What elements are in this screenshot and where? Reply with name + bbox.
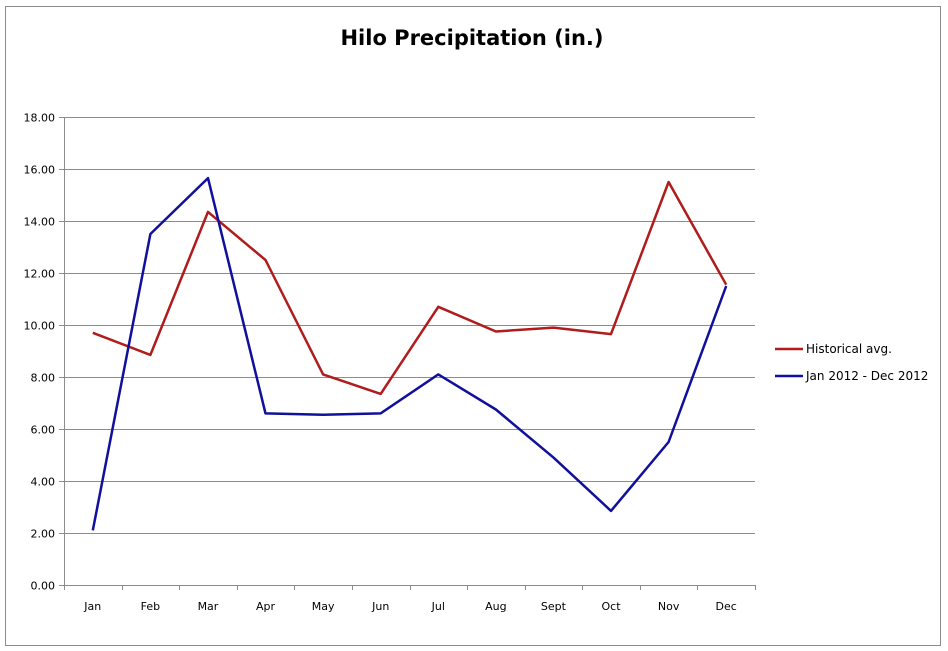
y-tick-labels: 0.00 2.00 4.00 6.00 8.00 10.00 12.00 14.00 16.00… bbox=[24, 112, 56, 593]
series-line-2 bbox=[91, 176, 728, 531]
legend-label: Jan 2012 - Dec 2012 bbox=[805, 369, 928, 383]
x-tick-label: May bbox=[312, 600, 335, 613]
x-tick-label: Dec bbox=[716, 600, 737, 613]
x-tick-label: Nov bbox=[658, 600, 680, 613]
chart-title: Hilo Precipitation (in.) bbox=[340, 26, 603, 50]
y-tick-label: 14.00 bbox=[24, 216, 56, 229]
y-tick-label: 18.00 bbox=[24, 112, 56, 125]
x-tick-label: Jun bbox=[371, 600, 389, 613]
series-line-1 bbox=[92, 180, 728, 396]
y-tick-label: 0.00 bbox=[31, 580, 56, 593]
legend-label: Historical avg. bbox=[806, 342, 892, 356]
y-tick-label: 16.00 bbox=[24, 164, 56, 177]
y-tick-label: 4.00 bbox=[31, 476, 56, 489]
x-tick-label: Sept bbox=[541, 600, 567, 613]
y-tick-label: 8.00 bbox=[31, 372, 56, 385]
legend: Historical avg. Jan 2012 - Dec 2012 bbox=[775, 342, 928, 383]
x-tick-label: Apr bbox=[256, 600, 276, 613]
x-tick-label: Mar bbox=[198, 600, 219, 613]
y-tick-label: 2.00 bbox=[31, 528, 56, 541]
y-tick-label: 10.00 bbox=[24, 320, 56, 333]
gridlines bbox=[64, 117, 755, 534]
x-tick-label: Jan bbox=[83, 600, 101, 613]
x-tick-label: Jul bbox=[431, 600, 445, 613]
y-tick-label: 6.00 bbox=[31, 424, 56, 437]
axes bbox=[59, 117, 756, 590]
x-tick-label: Oct bbox=[602, 600, 622, 613]
x-tick-labels: Jan Feb Mar Apr May Jun Jul Aug Sept Oct Nov Dec bbox=[83, 600, 737, 613]
y-tick-label: 12.00 bbox=[24, 268, 56, 281]
x-tick-label: Feb bbox=[141, 600, 160, 613]
x-tick-label: Aug bbox=[485, 600, 506, 613]
series-lines bbox=[91, 176, 728, 531]
